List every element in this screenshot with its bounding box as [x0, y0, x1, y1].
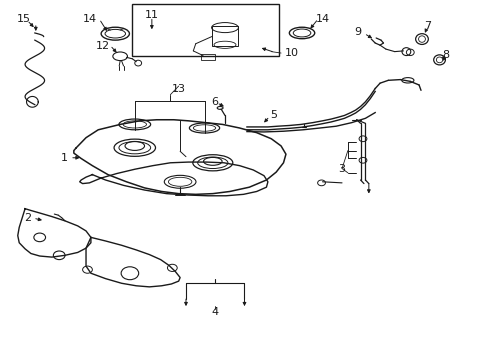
- Text: 7: 7: [423, 21, 430, 31]
- Text: 1: 1: [61, 153, 67, 163]
- Text: 3: 3: [338, 163, 345, 174]
- Bar: [200, 54, 215, 60]
- Text: 14: 14: [82, 14, 97, 24]
- Text: 14: 14: [315, 14, 329, 24]
- Text: 10: 10: [284, 48, 298, 58]
- Text: 11: 11: [144, 10, 159, 20]
- Text: 5: 5: [270, 111, 277, 121]
- Text: 13: 13: [171, 84, 185, 94]
- Bar: [211, 26, 238, 45]
- Text: 15: 15: [17, 14, 31, 24]
- Text: 2: 2: [24, 213, 31, 222]
- Text: 9: 9: [354, 27, 361, 37]
- Text: 4: 4: [211, 307, 218, 317]
- Text: 8: 8: [441, 50, 448, 60]
- Bar: [132, 4, 278, 56]
- Text: 6: 6: [210, 97, 217, 107]
- Text: 12: 12: [96, 41, 110, 50]
